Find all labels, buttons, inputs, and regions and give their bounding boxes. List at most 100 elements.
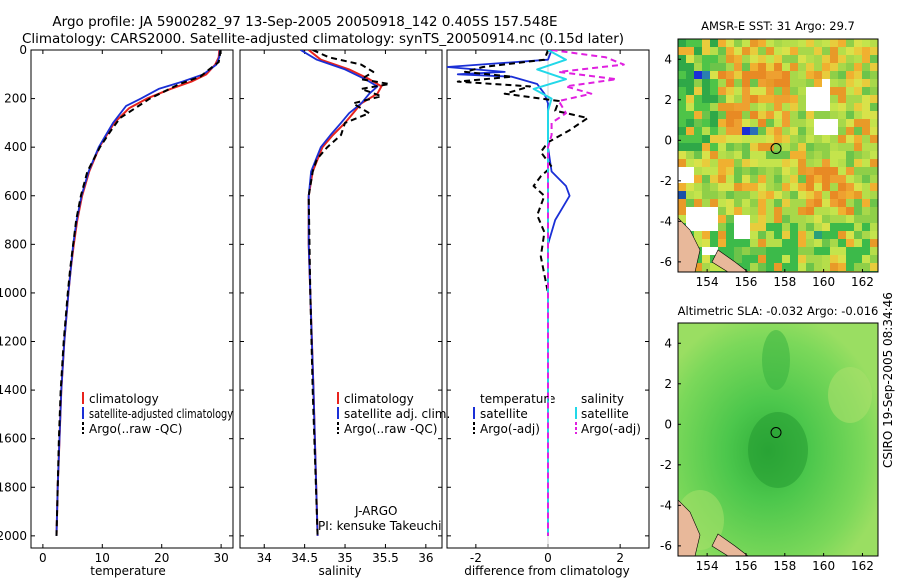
sst-cell — [798, 263, 806, 271]
sst-cell — [702, 47, 710, 55]
sst-cell — [742, 87, 750, 95]
sst-cell — [798, 255, 806, 263]
sst-cell — [846, 103, 854, 111]
sst-cell — [798, 111, 806, 119]
sst-cell — [798, 103, 806, 111]
map-y-tick-label: 0 — [664, 417, 672, 431]
sst-cell — [798, 135, 806, 143]
sst-cell — [750, 79, 758, 87]
sst-cell — [814, 135, 822, 143]
sst-cell — [766, 175, 774, 183]
temperature-plot-area — [30, 49, 234, 549]
sst-cell — [758, 127, 766, 135]
sst-cell — [758, 183, 766, 191]
sst-cell — [774, 167, 782, 175]
x-tick-label: 0 — [544, 551, 552, 565]
sst-cell — [822, 167, 830, 175]
sst-cell — [814, 191, 822, 199]
sst-cell — [758, 199, 766, 207]
sst-cell — [870, 63, 878, 71]
sst-cell — [830, 95, 838, 103]
sst-cell — [726, 39, 734, 47]
sst-cell — [806, 263, 814, 271]
sst-cell — [790, 263, 798, 271]
sst-cell — [870, 215, 878, 223]
sst-cell — [774, 183, 782, 191]
sst-cell — [718, 239, 726, 247]
sst-cell — [790, 151, 798, 159]
map-x-tick-label: 160 — [812, 275, 835, 289]
sst-cell — [750, 103, 758, 111]
sst-cell — [838, 159, 846, 167]
sst-cell — [734, 127, 742, 135]
sst-cell — [766, 239, 774, 247]
sst-cell — [774, 175, 782, 183]
sst-cell — [694, 79, 702, 87]
sst-cell — [694, 167, 702, 175]
sst-cell — [854, 207, 862, 215]
sst-cell — [854, 63, 862, 71]
sst-cell — [702, 183, 710, 191]
sst-cell — [710, 111, 718, 119]
sst-cell — [718, 119, 726, 127]
sst-cell — [758, 87, 766, 95]
sst-cell — [678, 183, 686, 191]
sst-cell — [702, 175, 710, 183]
sst-cell — [870, 223, 878, 231]
sst-cell — [750, 167, 758, 175]
sst-cell — [678, 39, 686, 47]
sst-cell — [702, 151, 710, 159]
sst-cell — [678, 199, 686, 207]
legend-label-temp-satellite: satellite — [480, 407, 528, 421]
sst-cell — [734, 87, 742, 95]
sst-cell — [734, 95, 742, 103]
sst-cell — [838, 191, 846, 199]
sst-map-axes: 154 156 158 160 162 4 2 0 -2 -4 -6 — [660, 52, 874, 289]
sst-cell — [862, 231, 870, 239]
sst-cell — [838, 143, 846, 151]
sst-cell — [742, 239, 750, 247]
sst-cell — [838, 55, 846, 63]
sst-cell — [782, 127, 790, 135]
sst-cell — [790, 87, 798, 95]
map-y-tick-label: 4 — [664, 52, 672, 66]
sst-cell — [830, 223, 838, 231]
sst-cell — [870, 183, 878, 191]
sst-map-land-west — [678, 217, 701, 272]
sst-cell — [718, 215, 726, 223]
sst-cell — [830, 71, 838, 79]
sst-cell — [806, 55, 814, 63]
sst-cell — [766, 223, 774, 231]
sst-cell — [686, 119, 694, 127]
sst-cell — [742, 111, 750, 119]
sst-cell — [734, 39, 742, 47]
sst-cell — [726, 111, 734, 119]
sst-cell — [846, 255, 854, 263]
sst-cell — [686, 55, 694, 63]
sst-cell — [854, 199, 862, 207]
sst-cell — [774, 215, 782, 223]
sst-cell — [862, 39, 870, 47]
sst-cell — [806, 199, 814, 207]
sst-cell — [838, 103, 846, 111]
salinity-legend: climatology satellite adj. clim. Argo(..… — [337, 392, 450, 436]
sst-cell — [854, 95, 862, 103]
sst-cell — [806, 207, 814, 215]
sst-cell — [758, 239, 766, 247]
sst-cell — [758, 135, 766, 143]
sst-cell — [790, 175, 798, 183]
sst-cell — [718, 159, 726, 167]
sst-cell — [838, 39, 846, 47]
sst-cell — [790, 143, 798, 151]
sst-cell — [758, 167, 766, 175]
sst-cell — [822, 191, 830, 199]
sst-cell — [766, 55, 774, 63]
sst-cell — [750, 207, 758, 215]
legend-label-climatology: climatology — [344, 392, 414, 406]
sst-cell — [854, 191, 862, 199]
sst-cell — [854, 111, 862, 119]
sst-cell — [798, 87, 806, 95]
y-tick-label: 1600 — [0, 432, 27, 446]
sst-cell — [718, 127, 726, 135]
